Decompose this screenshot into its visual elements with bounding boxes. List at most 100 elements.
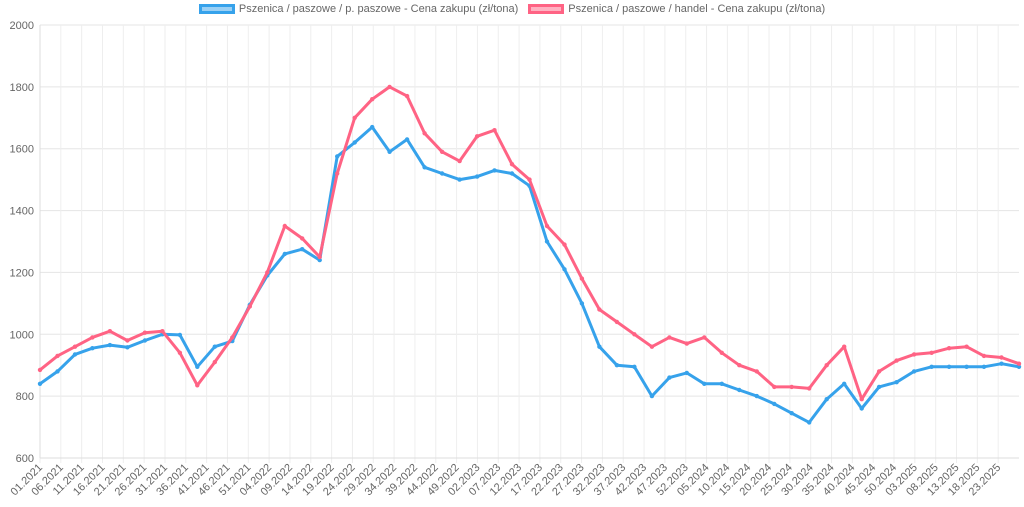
- data-point[interactable]: [999, 355, 1004, 360]
- data-point[interactable]: [1016, 361, 1022, 366]
- data-point[interactable]: [842, 381, 847, 386]
- data-point[interactable]: [230, 335, 235, 340]
- data-point[interactable]: [352, 115, 357, 121]
- data-point[interactable]: [667, 335, 672, 340]
- data-point[interactable]: [946, 364, 952, 369]
- data-point[interactable]: [527, 177, 532, 182]
- data-point[interactable]: [562, 267, 567, 272]
- data-point[interactable]: [544, 239, 550, 244]
- data-point[interactable]: [702, 381, 707, 386]
- data-point[interactable]: [772, 384, 777, 390]
- data-point[interactable]: [335, 154, 340, 159]
- data-point[interactable]: [90, 335, 95, 340]
- data-point[interactable]: [72, 352, 78, 357]
- data-point[interactable]: [911, 369, 917, 374]
- data-point[interactable]: [317, 254, 322, 260]
- data-point[interactable]: [964, 364, 969, 369]
- data-point[interactable]: [37, 381, 43, 386]
- data-point[interactable]: [474, 174, 480, 179]
- data-point[interactable]: [597, 344, 602, 349]
- data-point[interactable]: [614, 363, 620, 368]
- data-point[interactable]: [894, 380, 899, 385]
- data-point[interactable]: [422, 165, 427, 170]
- data-point[interactable]: [212, 359, 217, 365]
- data-point[interactable]: [999, 361, 1004, 366]
- data-point[interactable]: [142, 338, 148, 343]
- data-point[interactable]: [579, 276, 585, 281]
- data-point[interactable]: [212, 344, 217, 349]
- data-point[interactable]: [929, 350, 934, 355]
- data-point[interactable]: [509, 171, 515, 176]
- data-point[interactable]: [807, 420, 812, 425]
- data-point[interactable]: [649, 344, 655, 349]
- data-point[interactable]: [439, 149, 445, 154]
- data-point[interactable]: [964, 344, 969, 349]
- data-point[interactable]: [807, 386, 812, 391]
- data-point[interactable]: [562, 242, 567, 247]
- data-point[interactable]: [719, 350, 724, 355]
- data-point[interactable]: [859, 397, 864, 402]
- data-point[interactable]: [282, 251, 287, 257]
- data-point[interactable]: [754, 369, 759, 374]
- data-point[interactable]: [614, 319, 620, 325]
- data-point[interactable]: [737, 387, 742, 393]
- data-point[interactable]: [282, 223, 287, 229]
- data-point[interactable]: [195, 383, 200, 388]
- data-point[interactable]: [597, 307, 602, 312]
- data-point[interactable]: [876, 369, 882, 374]
- data-point[interactable]: [929, 364, 934, 369]
- data-point[interactable]: [387, 149, 392, 154]
- data-point[interactable]: [37, 367, 43, 373]
- data-point[interactable]: [737, 363, 742, 368]
- data-point[interactable]: [632, 332, 637, 337]
- data-point[interactable]: [789, 411, 794, 416]
- legend-item-series-1[interactable]: Pszenica / paszowe / p. paszowe - Cena z…: [198, 3, 518, 15]
- data-point[interactable]: [247, 304, 252, 309]
- data-point[interactable]: [509, 162, 515, 167]
- data-point[interactable]: [177, 350, 183, 355]
- data-point[interactable]: [55, 353, 60, 359]
- data-point[interactable]: [335, 171, 340, 176]
- data-point[interactable]: [457, 158, 462, 164]
- data-point[interactable]: [667, 375, 672, 380]
- data-point[interactable]: [876, 384, 882, 390]
- data-point[interactable]: [352, 140, 357, 145]
- data-point[interactable]: [702, 335, 707, 340]
- data-point[interactable]: [894, 358, 899, 363]
- data-point[interactable]: [824, 397, 829, 402]
- data-point[interactable]: [370, 97, 375, 102]
- data-point[interactable]: [107, 329, 113, 334]
- data-point[interactable]: [300, 236, 305, 241]
- data-point[interactable]: [107, 342, 113, 348]
- data-point[interactable]: [160, 329, 165, 334]
- data-point[interactable]: [177, 332, 183, 338]
- data-point[interactable]: [55, 369, 60, 374]
- data-point[interactable]: [842, 344, 847, 349]
- data-point[interactable]: [125, 345, 130, 350]
- data-point[interactable]: [404, 137, 410, 142]
- data-point[interactable]: [754, 393, 759, 399]
- data-point[interactable]: [439, 171, 445, 176]
- data-point[interactable]: [859, 406, 864, 411]
- data-point[interactable]: [125, 338, 130, 343]
- data-point[interactable]: [370, 124, 375, 130]
- data-point[interactable]: [474, 134, 480, 139]
- data-point[interactable]: [946, 346, 952, 351]
- data-point[interactable]: [265, 270, 270, 275]
- data-point[interactable]: [492, 168, 497, 173]
- legend-item-series-2[interactable]: Pszenica / paszowe / handel - Cena zakup…: [528, 3, 825, 15]
- data-point[interactable]: [719, 381, 724, 386]
- data-point[interactable]: [142, 330, 148, 335]
- data-point[interactable]: [684, 341, 689, 346]
- data-point[interactable]: [387, 84, 392, 90]
- data-point[interactable]: [1016, 364, 1022, 369]
- data-point[interactable]: [195, 364, 200, 369]
- data-point[interactable]: [824, 363, 829, 368]
- data-point[interactable]: [789, 384, 794, 390]
- data-point[interactable]: [684, 370, 689, 376]
- data-point[interactable]: [579, 301, 585, 306]
- data-point[interactable]: [981, 364, 987, 369]
- data-point[interactable]: [772, 401, 777, 407]
- data-point[interactable]: [492, 128, 497, 133]
- data-point[interactable]: [632, 364, 637, 369]
